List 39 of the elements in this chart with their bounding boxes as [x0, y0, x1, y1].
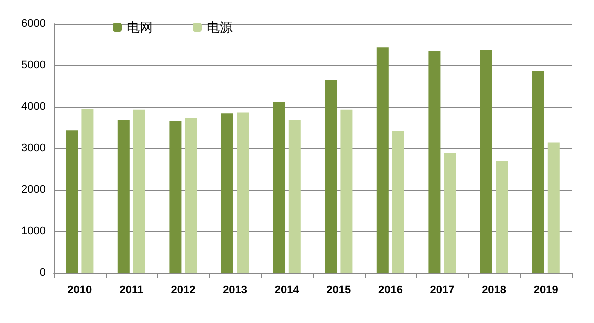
bar	[237, 112, 250, 273]
x-tick-label: 2013	[223, 284, 248, 296]
x-tick-label: 2015	[326, 284, 352, 296]
bar	[392, 131, 404, 273]
bar	[532, 71, 544, 273]
bar	[134, 110, 146, 273]
legend-label: 电网	[127, 20, 153, 35]
bar	[428, 51, 441, 273]
bar	[273, 102, 286, 273]
bar	[480, 50, 492, 273]
bar	[66, 130, 78, 273]
bar	[288, 120, 301, 273]
y-tick-label: 6000	[22, 18, 46, 30]
y-tick-label: 5000	[22, 60, 46, 72]
y-tick-label: 0	[40, 267, 46, 279]
legend-label: 电源	[207, 20, 233, 35]
y-tick-label: 2000	[22, 184, 46, 196]
bar	[222, 114, 234, 273]
x-tick-label: 2011	[120, 284, 144, 296]
y-tick-label: 3000	[22, 142, 46, 154]
x-tick-label: 2016	[378, 284, 403, 296]
bar	[185, 118, 198, 273]
bar	[118, 120, 130, 273]
bar	[325, 80, 338, 273]
x-tick-label: 2019	[534, 284, 558, 296]
x-tick-label: 2017	[430, 284, 455, 296]
bar	[376, 48, 389, 273]
x-tick-label: 2018	[482, 284, 507, 296]
bar	[82, 109, 94, 273]
bar	[170, 121, 182, 273]
x-tick-label: 2012	[171, 284, 196, 296]
bar	[444, 153, 456, 273]
y-tick-label: 1000	[22, 226, 46, 238]
x-tick-label: 2014	[274, 284, 300, 296]
bar	[548, 142, 560, 273]
x-tick-label: 2010	[68, 284, 92, 296]
bar	[340, 110, 353, 273]
bar	[496, 160, 508, 273]
y-tick-label: 4000	[22, 101, 46, 113]
